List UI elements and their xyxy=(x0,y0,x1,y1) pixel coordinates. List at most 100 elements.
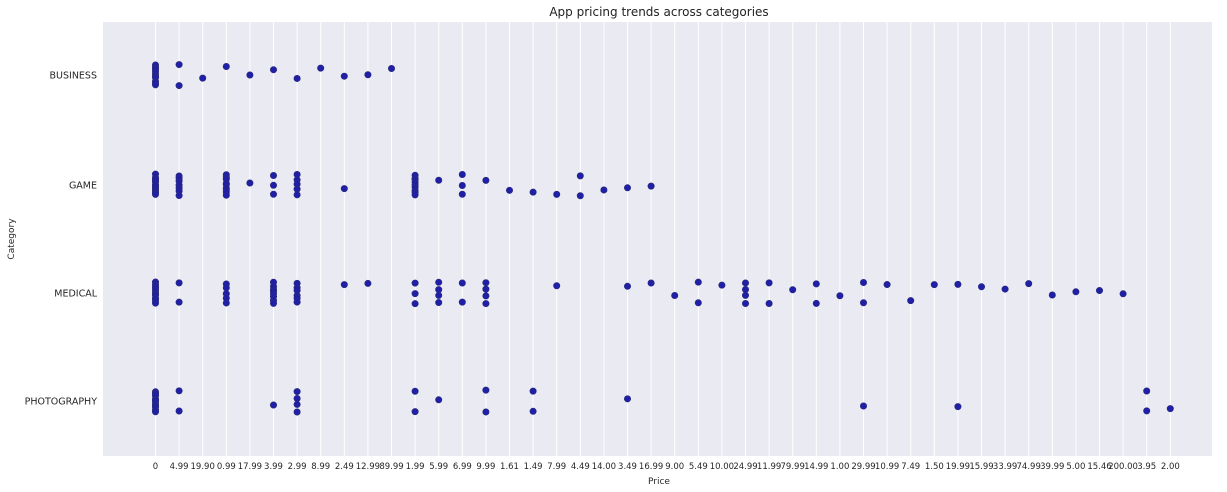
data-point xyxy=(553,190,561,198)
data-point xyxy=(789,286,797,294)
data-point xyxy=(152,81,160,89)
y-tick-label: PHOTOGRAPHY xyxy=(25,397,98,408)
data-point xyxy=(175,61,183,69)
data-point xyxy=(553,282,561,290)
x-tick-label: 74.99 xyxy=(1017,462,1041,472)
data-point xyxy=(435,396,443,404)
data-point xyxy=(317,64,325,72)
data-point xyxy=(930,281,938,289)
data-point xyxy=(340,185,348,193)
data-point xyxy=(576,172,584,180)
data-point xyxy=(269,181,277,189)
x-tick-label: 9.00 xyxy=(665,462,684,472)
x-tick-label: 12.99 xyxy=(356,462,380,472)
data-point xyxy=(1096,287,1104,295)
x-tick-label: 10.99 xyxy=(875,462,899,472)
data-point xyxy=(435,291,443,299)
x-tick-label: 3.49 xyxy=(618,462,637,472)
x-tick-label: 5.49 xyxy=(689,462,708,472)
data-point xyxy=(293,400,301,408)
y-tick-label: MEDICAL xyxy=(54,289,97,300)
data-point xyxy=(1048,291,1056,299)
data-point xyxy=(671,291,679,299)
data-point xyxy=(482,300,490,308)
data-point xyxy=(152,408,160,416)
y-tick-label: GAME xyxy=(69,181,97,192)
x-tick-label: 11.99 xyxy=(757,462,781,472)
data-point xyxy=(1025,280,1033,288)
data-point xyxy=(1119,290,1127,298)
data-point xyxy=(458,181,466,189)
x-tick-label: 7.99 xyxy=(547,462,566,472)
data-point xyxy=(269,66,277,74)
data-point xyxy=(435,286,443,294)
chart-title: App pricing trends across categories xyxy=(549,5,768,19)
x-tick-label: 19.90 xyxy=(191,462,215,472)
data-point xyxy=(859,279,867,287)
x-tick-label: 14.00 xyxy=(592,462,616,472)
x-tick-label: 29.99 xyxy=(851,462,875,472)
data-point xyxy=(293,298,301,306)
data-point xyxy=(977,283,985,291)
x-tick-label: 5.99 xyxy=(429,462,448,472)
data-point xyxy=(741,279,749,287)
data-point xyxy=(293,74,301,82)
data-point xyxy=(411,408,419,416)
x-tick-label: 3.95 xyxy=(1137,462,1156,472)
data-point xyxy=(741,285,749,293)
x-axis-label: Price xyxy=(648,477,670,487)
data-point xyxy=(435,299,443,307)
gridlines xyxy=(155,22,1171,456)
data-point xyxy=(222,284,230,292)
x-tick-label: 14.99 xyxy=(804,462,828,472)
x-tick-label: 200.00 xyxy=(1108,462,1138,472)
data-point xyxy=(340,281,348,289)
data-point xyxy=(1001,285,1009,293)
data-point xyxy=(859,299,867,307)
plot-area xyxy=(103,22,1212,456)
x-tick-label: 79.99 xyxy=(781,462,805,472)
data-point xyxy=(859,402,867,410)
data-point xyxy=(482,386,490,394)
data-point xyxy=(1072,288,1080,296)
x-tick-label: 1.61 xyxy=(500,462,519,472)
data-point xyxy=(1143,387,1151,395)
x-tick-label: 4.99 xyxy=(170,462,189,472)
data-point xyxy=(482,292,490,300)
data-point xyxy=(623,282,631,290)
data-point xyxy=(954,403,962,411)
data-point xyxy=(600,186,608,194)
x-tick-label: 15.46 xyxy=(1087,462,1111,472)
x-tick-label: 1.99 xyxy=(406,462,425,472)
data-point xyxy=(529,407,537,415)
data-point xyxy=(411,279,419,287)
x-tick-label: 0 xyxy=(153,462,158,472)
data-point xyxy=(482,285,490,293)
data-point xyxy=(364,279,372,287)
data-point xyxy=(199,74,207,82)
data-point xyxy=(293,408,301,416)
data-point xyxy=(482,176,490,184)
x-tick-label: 15.99 xyxy=(969,462,993,472)
data-point xyxy=(411,387,419,395)
data-point xyxy=(576,192,584,200)
data-point xyxy=(1166,405,1174,413)
data-point xyxy=(222,191,230,199)
data-point xyxy=(907,297,915,305)
data-point xyxy=(647,182,655,190)
data-point xyxy=(812,299,820,307)
data-point xyxy=(435,278,443,286)
x-tick-label: 19.99 xyxy=(946,462,970,472)
y-axis-label: Category xyxy=(7,218,17,260)
data-point xyxy=(269,299,277,307)
data-point xyxy=(175,298,183,306)
data-point xyxy=(741,300,749,308)
y-tick-label: BUSINESS xyxy=(50,71,97,82)
x-tick-label: 24.99 xyxy=(733,462,757,472)
data-point xyxy=(694,278,702,286)
data-point xyxy=(175,192,183,200)
data-point xyxy=(765,279,773,287)
y-tick-labels: BUSINESS GAME MEDICAL PHOTOGRAPHY xyxy=(25,71,98,408)
data-point xyxy=(175,407,183,415)
data-point xyxy=(1143,407,1151,415)
